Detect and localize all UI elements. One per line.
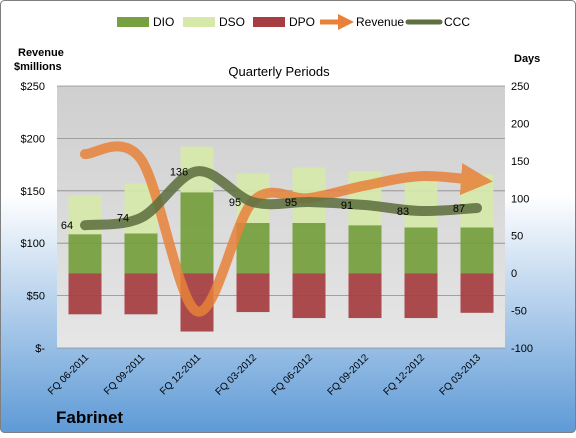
left-axis-title-line1: Revenue (18, 47, 64, 59)
bar-dio (348, 225, 382, 274)
lines (80, 141, 493, 317)
legend-label: DIO (153, 15, 174, 29)
chart-title: Quarterly Periods (228, 64, 330, 79)
bar-dio (124, 233, 158, 274)
bar-dio (68, 234, 102, 274)
legend-label: Revenue (356, 15, 404, 29)
ccc-data-label: 95 (229, 197, 241, 209)
right-tick-label: 50 (511, 231, 523, 243)
ccc-data-label: 64 (61, 220, 73, 232)
legend-swatch (117, 17, 149, 27)
right-tick-label: 150 (511, 156, 529, 168)
ccc-line (80, 166, 482, 231)
right-axis-title: Days (514, 53, 540, 65)
ccc-data-label: 91 (341, 200, 353, 212)
left-tick-label: $150 (21, 186, 45, 198)
right-tick-label: -100 (511, 343, 533, 355)
left-tick-label: $200 (21, 133, 45, 145)
bar-dio (292, 222, 326, 274)
right-axis-ticks: -100 -50 0 50 100 150 200 250 (511, 81, 533, 355)
bar-dpo (292, 273, 326, 319)
bar-dio (404, 227, 438, 274)
bar-dpo (236, 273, 270, 313)
bar-dio (180, 192, 214, 274)
data-labels: 64 74 136 95 95 91 83 87 (61, 166, 465, 232)
left-tick-label: $50 (27, 291, 45, 303)
bar-dpo (68, 273, 102, 315)
left-tick-label: $250 (21, 81, 45, 93)
left-axis-ticks: $- $50 $100 $150 $200 $250 (21, 81, 46, 355)
ccc-data-label: 95 (285, 197, 297, 209)
legend-swatch (183, 17, 215, 27)
legend-label: DPO (289, 15, 315, 29)
left-tick-label: $100 (21, 238, 45, 250)
legend-label: CCC (444, 15, 470, 29)
ccc-data-label: 74 (117, 213, 129, 225)
ccc-data-label: 83 (397, 206, 409, 218)
bars (68, 146, 494, 332)
right-tick-label: 100 (511, 193, 529, 205)
ccc-data-label: 136 (170, 166, 188, 178)
bar-dso (404, 181, 438, 228)
legend-swatch (253, 17, 285, 27)
legend: DIO DSO DPO Revenue CCC (117, 13, 470, 31)
right-tick-label: -50 (511, 306, 527, 318)
bar-dpo (404, 273, 438, 319)
right-tick-label: 0 (511, 268, 517, 280)
bar-dio (460, 227, 494, 274)
bar-dpo (124, 273, 158, 315)
bar-dpo (460, 273, 494, 313)
company-name: Fabrinet (56, 408, 123, 427)
legend-label: DSO (219, 15, 245, 29)
right-tick-label: 200 (511, 118, 529, 130)
ccc-data-label: 87 (453, 203, 465, 215)
left-axis-title-line2: $millions (14, 61, 62, 73)
bar-dpo (348, 273, 382, 319)
right-tick-label: 250 (511, 81, 529, 93)
left-tick-label: $- (35, 343, 45, 355)
